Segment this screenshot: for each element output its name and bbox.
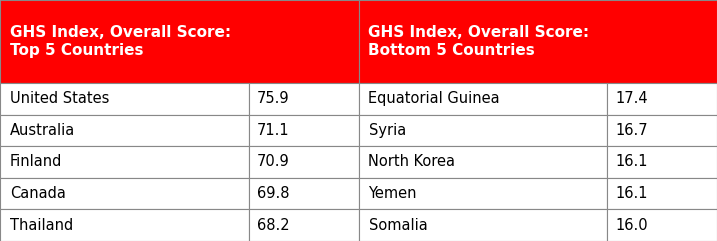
- Bar: [249, 83, 358, 115]
- Bar: [0, 178, 249, 209]
- Text: 16.7: 16.7: [615, 123, 648, 138]
- Text: 17.4: 17.4: [615, 91, 648, 106]
- Text: Syria: Syria: [369, 123, 406, 138]
- Bar: [0, 209, 249, 241]
- Bar: [607, 146, 717, 178]
- Bar: [607, 209, 717, 241]
- Text: 75.9: 75.9: [257, 91, 290, 106]
- Bar: [249, 115, 358, 146]
- Bar: [0, 0, 358, 83]
- Bar: [607, 115, 717, 146]
- Bar: [358, 178, 607, 209]
- Text: Thailand: Thailand: [10, 218, 73, 233]
- Text: 16.0: 16.0: [615, 218, 648, 233]
- Text: 68.2: 68.2: [257, 218, 290, 233]
- Bar: [249, 209, 358, 241]
- Text: Somalia: Somalia: [369, 218, 427, 233]
- Text: 71.1: 71.1: [257, 123, 290, 138]
- Bar: [607, 83, 717, 115]
- Text: 16.1: 16.1: [615, 154, 647, 169]
- Bar: [0, 146, 249, 178]
- Text: GHS Index, Overall Score:
Top 5 Countries: GHS Index, Overall Score: Top 5 Countrie…: [10, 25, 231, 58]
- Bar: [358, 209, 607, 241]
- Text: Finland: Finland: [10, 154, 62, 169]
- Text: 70.9: 70.9: [257, 154, 290, 169]
- Bar: [249, 146, 358, 178]
- Text: United States: United States: [10, 91, 110, 106]
- Bar: [358, 146, 607, 178]
- Bar: [358, 83, 607, 115]
- Bar: [0, 115, 249, 146]
- Text: Yemen: Yemen: [369, 186, 417, 201]
- Bar: [607, 178, 717, 209]
- Text: GHS Index, Overall Score:
Bottom 5 Countries: GHS Index, Overall Score: Bottom 5 Count…: [369, 25, 589, 58]
- Text: 16.1: 16.1: [615, 186, 647, 201]
- Bar: [358, 115, 607, 146]
- Text: Equatorial Guinea: Equatorial Guinea: [369, 91, 500, 106]
- Text: 69.8: 69.8: [257, 186, 289, 201]
- Text: Australia: Australia: [10, 123, 75, 138]
- Bar: [249, 178, 358, 209]
- Bar: [358, 0, 717, 83]
- Text: North Korea: North Korea: [369, 154, 455, 169]
- Text: Canada: Canada: [10, 186, 66, 201]
- Bar: [0, 83, 249, 115]
